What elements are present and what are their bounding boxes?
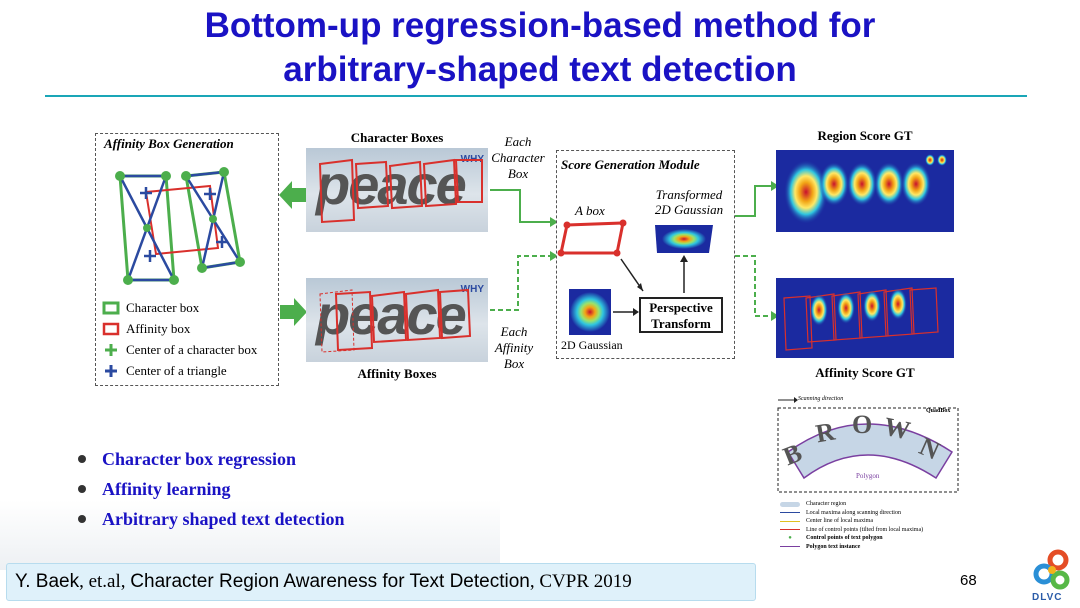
citation-author: Y. Baek	[15, 571, 80, 592]
affinity-panel-title: Affinity Box Generation	[104, 136, 234, 151]
affinity-box-generation-panel: Affinity Box Generation Character box Af…	[95, 133, 279, 386]
citation-box: Y. Baek , et.al, Character Region Awaren…	[6, 563, 756, 601]
bullet-dot	[78, 515, 86, 523]
blue-cross-icon	[102, 364, 120, 378]
green-arrows-left	[279, 181, 307, 326]
affinity-diagram	[115, 167, 245, 285]
character-boxes-image: peace WHY	[306, 148, 488, 232]
bullet-dot	[78, 455, 86, 463]
citation-venue: , CVPR 2019	[529, 571, 632, 592]
title-line-2: arbitrary-shaped text detection	[283, 50, 797, 89]
legend-center-triangle: Center of a triangle	[102, 363, 227, 379]
bullet-dot	[78, 485, 86, 493]
each-affinity-box-label: Each Affinity Box	[494, 324, 534, 371]
affinity-boxes-caption: Affinity Boxes	[357, 366, 437, 381]
module-diagram	[557, 219, 713, 335]
dlvc-logo-icon	[1033, 549, 1070, 590]
character-boxes-caption: Character Boxes	[350, 130, 444, 145]
title-underline	[45, 95, 1027, 97]
citation-etal: , et.al,	[79, 571, 131, 592]
affinity-score-heatmap	[776, 278, 954, 358]
citation-paper: Character Region Awareness for Text Dete…	[130, 571, 530, 592]
brown-legend: Character region Local maxima along scan…	[780, 500, 923, 551]
affinity-score-caption: Affinity Score GT	[815, 365, 915, 380]
page-number: 68	[960, 572, 977, 589]
green-cross-icon	[102, 343, 120, 357]
bullet-item: Affinity learning	[72, 474, 344, 504]
affinity-box-icon	[102, 322, 120, 336]
perspective-transform-box: Perspective Transform	[639, 297, 723, 333]
score-generation-module: Score Generation Module A box Transforme…	[556, 150, 735, 359]
bullet-list: Character box regression Affinity learni…	[72, 444, 344, 534]
legend-affinity-box: Affinity box	[102, 321, 190, 337]
region-score-caption: Region Score GT	[817, 128, 913, 143]
legend-center-character: Center of a character box	[102, 342, 257, 358]
bullet-item: Arbitrary shaped text detection	[72, 504, 344, 534]
connector-arrows-in	[490, 189, 558, 311]
background-decoration	[0, 500, 500, 570]
slide-title: Bottom-up regression-based method for ar…	[0, 4, 1080, 92]
transformed-gaussian-label: Transformed 2D Gaussian	[654, 187, 724, 217]
dlvc-logo-text: DLVC	[1032, 592, 1063, 603]
affinity-boxes-image: peace WHY	[306, 278, 488, 362]
bullet-item: Character box regression	[72, 444, 344, 474]
connector-arrows-out	[735, 181, 779, 321]
legend-character-box: Character box	[102, 300, 199, 316]
each-character-box-label: Each Character Box	[491, 134, 545, 181]
title-line-1: Bottom-up regression-based method for	[204, 6, 876, 45]
brown-polygon-figure: Scanning direction QuadBox B R O W N Pol…	[776, 396, 962, 560]
region-score-heatmap	[776, 150, 954, 232]
character-box-icon	[102, 301, 120, 315]
